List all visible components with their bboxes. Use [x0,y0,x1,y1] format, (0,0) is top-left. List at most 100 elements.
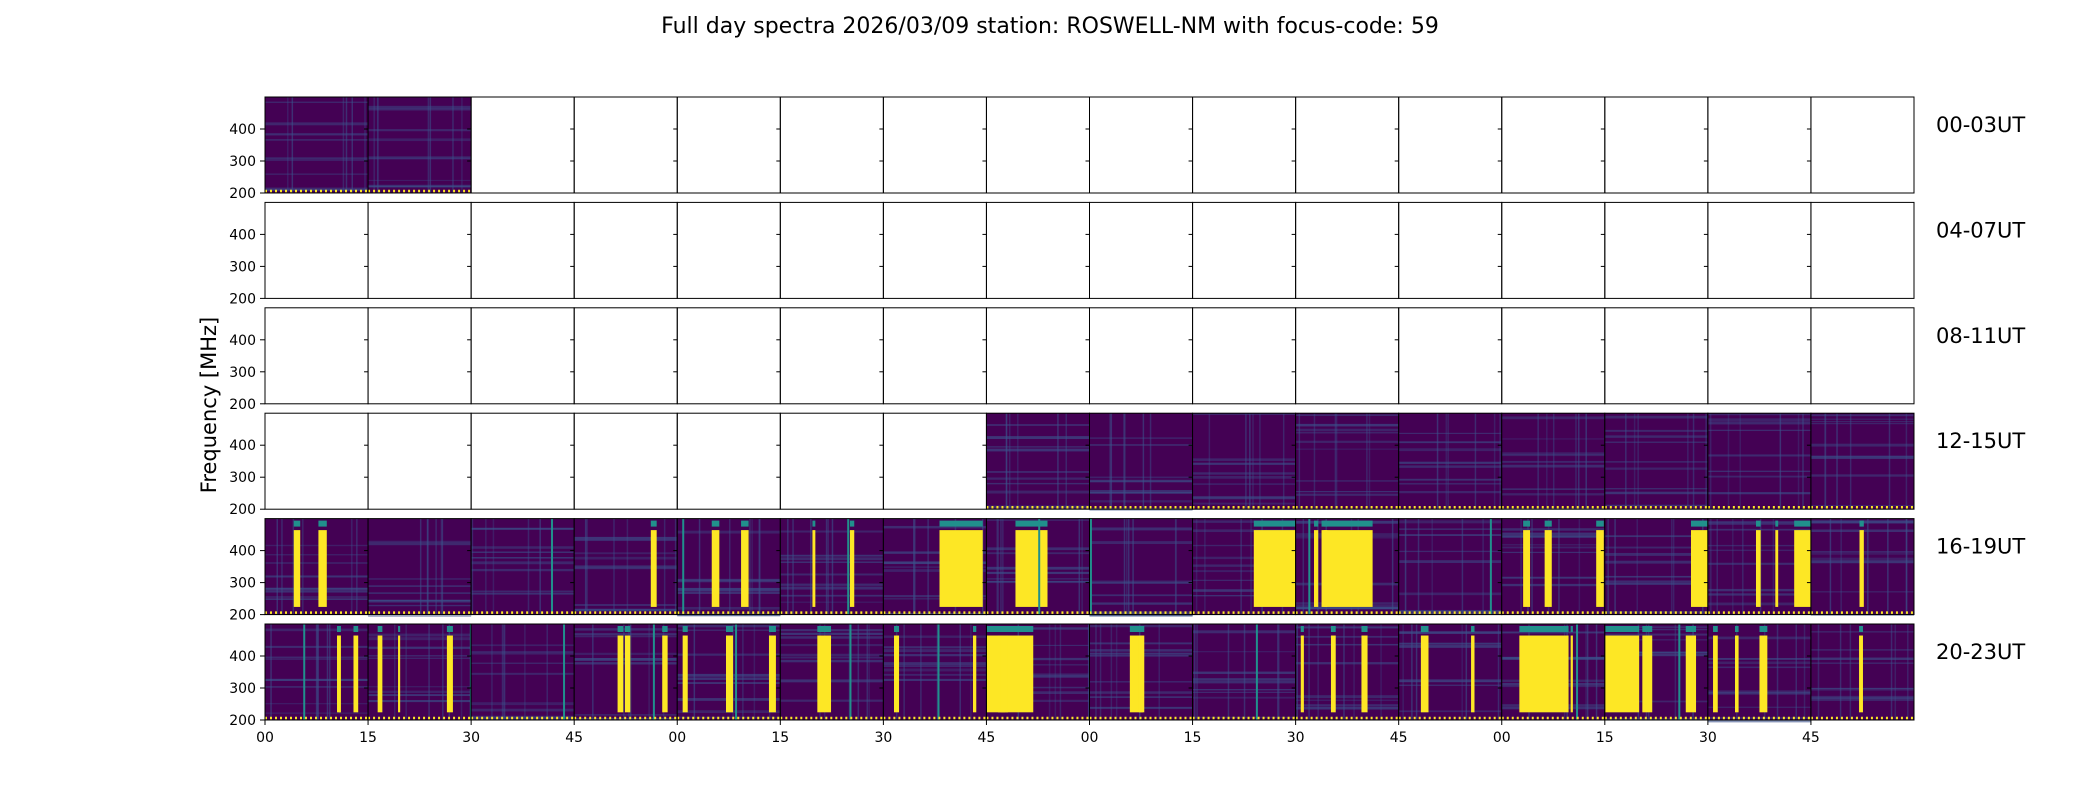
x-tick-label: 00 [668,730,686,746]
time-stripe [629,624,632,720]
x-tick-label: 45 [978,730,996,746]
freq-band [1192,544,1296,547]
freq-band [1501,528,1605,531]
freq-band [1295,699,1399,701]
rfi-burst [1321,530,1373,607]
freq-band [1707,661,1811,665]
x-tick-label: 15 [771,730,789,746]
freq-band [1398,534,1502,536]
freq-band [883,561,987,564]
freq-band [883,566,987,568]
rfi-burst-edge [849,520,855,527]
rfi-burst-edge [682,626,688,632]
freq-band [368,690,472,694]
freq-band [1604,535,1708,538]
x-tick-label: 30 [874,730,892,746]
time-stripe [427,97,430,193]
time-stripe [429,97,432,193]
rfi-burst [1138,635,1143,713]
time-stripe [1099,624,1102,720]
freq-band [265,157,369,160]
time-stripe [1888,413,1891,510]
y-tick-label: 200 [229,291,256,307]
time-stripe [501,624,504,720]
freq-band [1707,470,1811,473]
rfi-burst [1859,635,1863,713]
freq-band [265,587,369,590]
spectrum-panel-4-11 [1398,518,1502,615]
freq-band [1810,414,1914,417]
panel-frame [676,96,781,194]
panel-frame [1707,201,1812,299]
time-stripe [1803,624,1806,720]
freq-band [1604,491,1708,495]
rfi-burst [1685,635,1697,713]
time-stripe [698,518,701,615]
time-stripe [787,518,789,615]
panel-frame [1501,96,1606,194]
freq-band [1604,560,1708,564]
freq-band [265,133,369,136]
time-stripe [1546,413,1548,510]
freq-band [1604,552,1708,556]
freq-band [1604,546,1708,549]
freq-band [780,679,884,683]
freq-band [368,138,472,142]
freq-band [1604,583,1708,585]
rfi-burst [1523,530,1531,607]
freq-band [883,668,987,672]
freq-band [368,578,472,580]
time-stripe [1088,624,1090,720]
freq-band [1604,441,1708,443]
rfi-line [1089,518,1092,615]
panel-frame [1604,96,1709,194]
freq-band [986,691,1090,695]
freq-band [780,699,884,702]
freq-band [368,540,472,543]
time-stripe [753,624,756,720]
time-stripe [648,624,650,720]
freq-band [265,173,369,175]
time-stripe [1127,518,1130,615]
freq-band [1398,520,1502,524]
time-stripe [1849,413,1852,510]
freq-band [883,662,987,666]
panel-frame [779,96,884,194]
time-stripe [1175,518,1177,615]
panel-frame [676,412,781,510]
spectrum-panel-3-10 [1295,413,1399,510]
panel-frame [985,96,1090,194]
freq-band [265,187,369,190]
freq-band [1707,418,1811,422]
time-stripe [1461,624,1463,720]
spectrum-panel-4-2 [471,518,575,615]
rfi-burst-edge [1642,626,1653,632]
time-stripe [1905,413,1908,510]
time-stripe [1380,624,1382,720]
freq-band [1192,458,1296,461]
time-stripe [1334,413,1337,510]
time-stripe [1431,518,1433,615]
time-stripe [1672,518,1675,615]
freq-band [368,105,472,109]
y-tick-label: 400 [229,649,256,665]
x-tick-label: 15 [1596,730,1614,746]
time-stripe [1081,518,1083,615]
time-stripe [1817,624,1820,720]
rfi-burst-edge [1859,520,1864,527]
time-stripe [442,624,444,720]
freq-band [368,694,472,697]
panel-frame [1810,518,1915,616]
time-stripe [1249,413,1251,510]
rfi-burst [318,530,327,607]
time-stripe [1836,413,1838,510]
time-stripe [848,624,851,720]
freq-band [1398,465,1502,467]
rfi-burst [398,635,401,713]
freq-band [1604,700,1708,703]
freq-band [1089,614,1193,617]
freq-band [265,554,369,556]
time-stripe [1298,413,1301,510]
spectrum-panel-5-0 [265,624,369,720]
